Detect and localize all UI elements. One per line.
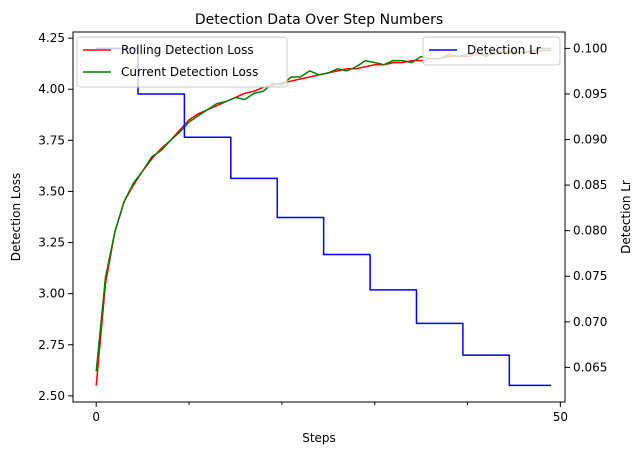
- legend-label-rolling-loss: Rolling Detection Loss: [121, 43, 254, 57]
- y-right-tick-label: 0.070: [573, 315, 607, 329]
- legend-right: Detection Lr: [422, 36, 561, 66]
- y-right-tick-label: 0.065: [573, 360, 607, 374]
- y-right-tick-label: 0.085: [573, 178, 607, 192]
- y-axis-right-ticks: 0.065 0.070 0.075 0.080 0.085 0.090 0.095 0.100: [565, 41, 607, 374]
- y-left-tick-label: 2.50: [38, 389, 65, 403]
- y-left-tick-label: 3.25: [38, 236, 65, 250]
- legend-left: Rolling Detection Loss Current Detection…: [76, 36, 288, 88]
- x-tick-label: 50: [553, 410, 568, 424]
- y-left-tick-label: 3.00: [38, 287, 65, 301]
- y-left-tick-label: 4.25: [38, 31, 65, 45]
- y-left-tick-label: 3.75: [38, 133, 65, 147]
- y-left-tick-label: 3.50: [38, 184, 65, 198]
- series-line-detection-lr: [96, 47, 552, 387]
- y-right-tick-label: 0.100: [573, 41, 607, 55]
- y-left-tick-label: 4.00: [38, 82, 65, 96]
- chart-title: Detection Data Over Step Numbers: [195, 12, 443, 28]
- y-axis-left-ticks: 2.50 2.75 3.00 3.25 3.50 3.75 4.00 4.25: [38, 31, 73, 403]
- legend-left-box: [76, 36, 288, 88]
- y-right-tick-label: 0.080: [573, 224, 607, 238]
- legend-label-detection-lr: Detection Lr: [467, 43, 541, 57]
- x-tick-label: 0: [92, 410, 100, 424]
- legend-right-box: [422, 36, 561, 66]
- x-axis-label: Steps: [302, 431, 336, 445]
- y-axis-right-label: Detection Lr: [619, 180, 633, 254]
- y-axis-left-label: Detection Loss: [9, 173, 23, 261]
- x-axis-ticks: 0 50: [92, 402, 568, 424]
- plot-frame: [72, 31, 566, 403]
- series-line-current-detection-loss: [95, 47, 552, 372]
- series-lines: [95, 47, 552, 387]
- y-right-tick-label: 0.075: [573, 269, 607, 283]
- y-left-tick-label: 2.75: [38, 338, 65, 352]
- y-right-tick-label: 0.090: [573, 133, 607, 147]
- y-right-tick-label: 0.095: [573, 87, 607, 101]
- legend-label-current-loss: Current Detection Loss: [121, 65, 258, 79]
